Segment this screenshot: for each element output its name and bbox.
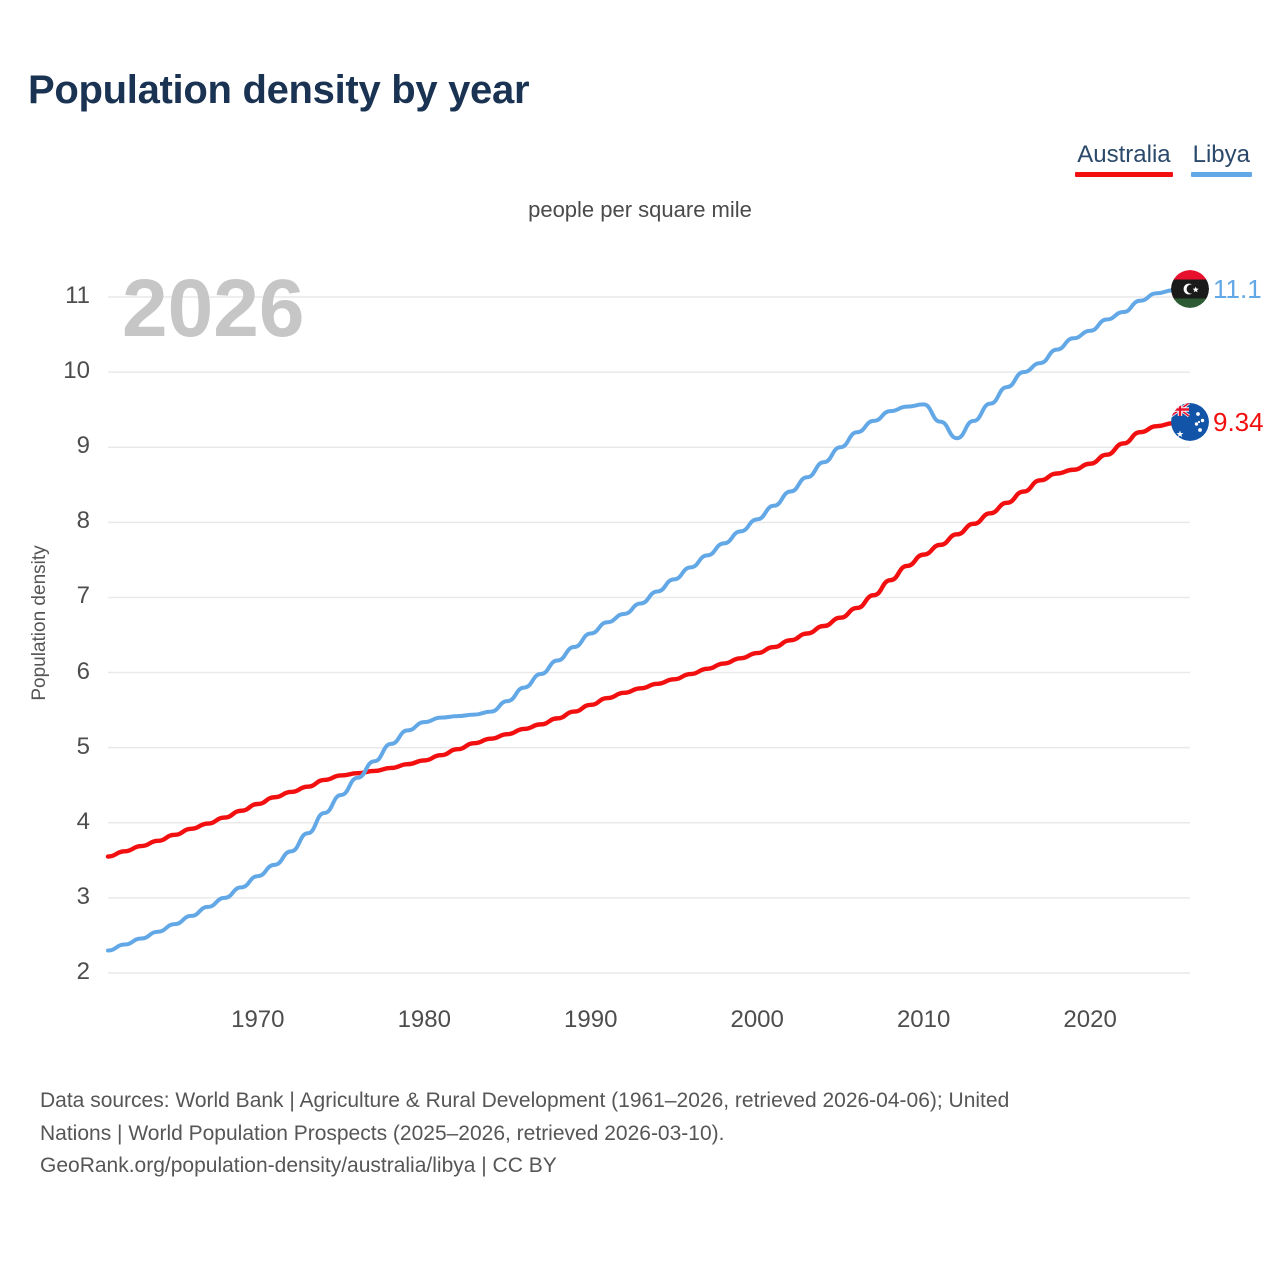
series-line-australia <box>105 419 1193 859</box>
endpoint-marker-libya[interactable]: 11.1 <box>1171 270 1262 309</box>
x-tick-label: 1990 <box>564 1006 618 1033</box>
watermark-year: 2026 <box>122 263 305 354</box>
x-tick-label: 2020 <box>1063 1006 1117 1033</box>
legend-swatch-libya <box>1190 172 1252 177</box>
legend-item-australia[interactable]: Australia <box>1075 141 1173 177</box>
legend-item-libya[interactable]: Libya <box>1190 141 1252 177</box>
footer-line-1: Data sources: World Bank | Agriculture &… <box>40 1089 1010 1112</box>
x-tick-label: 1980 <box>397 1006 451 1033</box>
y-tick-label: 8 <box>76 507 90 535</box>
y-tick-label: 9 <box>76 432 90 460</box>
endpoint-marker-australia[interactable]: 9.34 <box>1171 402 1264 441</box>
australia-flag-icon <box>1171 402 1209 441</box>
series-line-libya <box>106 287 1192 953</box>
y-tick-label: 10 <box>63 357 90 385</box>
y-tick-label: 6 <box>76 657 90 685</box>
y-tick-label: 4 <box>76 807 90 835</box>
plot-area: 2026 Population density 2 3 4 5 6 7 8 9 10 11 197… <box>29 263 1264 1033</box>
x-tick-label: 2000 <box>730 1006 784 1033</box>
libya-flag-icon <box>1171 270 1209 309</box>
page-title: Population density by year <box>28 68 530 112</box>
y-tick-label: 11 <box>65 282 90 309</box>
y-tick-label: 2 <box>76 958 90 985</box>
x-tick-label: 1970 <box>231 1006 285 1033</box>
footer-sources: Data sources: World Bank | Agriculture &… <box>40 1085 1255 1183</box>
y-tick-label: 5 <box>76 732 90 760</box>
chart-subtitle: people per square mile <box>528 197 752 222</box>
x-tick-label: 2010 <box>896 1006 951 1033</box>
legend-label-libya: Libya <box>1192 141 1250 168</box>
legend-swatch-australia <box>1075 172 1173 177</box>
y-axis-title: Population density <box>29 545 50 701</box>
endpoint-value-libya: 11.1 <box>1213 274 1262 305</box>
legend-label-australia: Australia <box>1077 141 1171 168</box>
y-tick-label: 3 <box>76 882 90 910</box>
footer-line-3: GeoRank.org/population-density/australia… <box>40 1154 557 1178</box>
chart-canvas <box>105 287 1193 974</box>
legend: Australia Libya <box>1075 143 1252 177</box>
footer-line-2: Nations | World Population Prospects (20… <box>40 1121 725 1145</box>
endpoint-value-australia: 9.34 <box>1213 406 1264 437</box>
y-tick-label: 7 <box>76 582 90 610</box>
